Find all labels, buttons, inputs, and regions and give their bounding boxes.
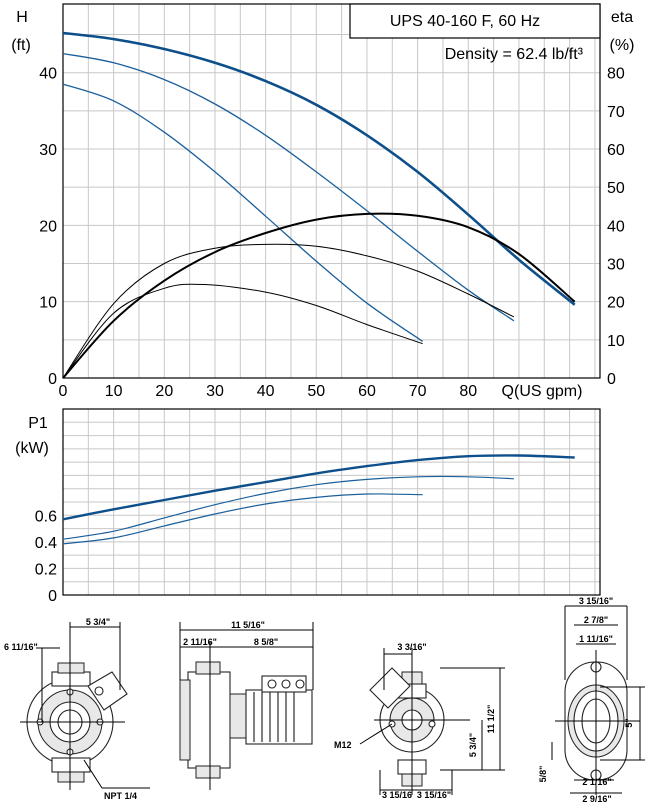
x-tick-label: 70: [409, 383, 427, 400]
q-axis-label: Q(US gpm): [502, 383, 583, 400]
h-tick-label: 20: [39, 218, 57, 235]
power-chart-series: [62, 454, 575, 545]
flange-small-dim: 5/8": [538, 766, 548, 783]
x-tick-label: 10: [105, 383, 123, 400]
x-tick-label: 20: [155, 383, 173, 400]
eta-tick-label: 80: [607, 66, 625, 83]
x-tick-label: 50: [307, 383, 325, 400]
flange-b1-dim: 2 1/16": [582, 777, 611, 787]
efficiency-curve-4: [62, 243, 515, 379]
eta-tick-label: 10: [607, 333, 625, 350]
eta-tick-label: 0: [607, 371, 616, 388]
side-view-drawing: 11 5/16" 2 11/16" 8 5/8": [179, 620, 314, 790]
x-tick-label: 60: [358, 383, 376, 400]
x-tick-label: 0: [59, 383, 68, 400]
power-chart-grid: [63, 409, 600, 595]
end-bottom-right-dim: 3 15/16": [417, 790, 451, 800]
flange-w2-dim: 2 7/8": [584, 615, 608, 625]
end-top-dim: 3 3/16": [397, 642, 426, 652]
eta-tick-label: 60: [607, 142, 625, 159]
p1-tick-label: 0.4: [35, 535, 57, 552]
eta-tick-label: 20: [607, 295, 625, 312]
end-bolt-dim: M12: [334, 740, 352, 750]
front-width-dim: 5 3/4": [86, 617, 110, 627]
eta-tick-label: 50: [607, 180, 625, 197]
power-curve-0: [62, 454, 575, 521]
head-chart-ticks: 0 10 20 30 40 50 60 70 80 0 10 20 30 40 0 10 20 30 40 50 60 7…: [39, 66, 625, 400]
h-tick-label: 40: [39, 66, 57, 83]
title-box: [349, 3, 601, 39]
eta-axis-symbol: eta: [611, 9, 633, 26]
p1-tick-label: 0.2: [35, 561, 57, 578]
x-tick-label: 30: [206, 383, 224, 400]
x-tick-label: 80: [459, 383, 477, 400]
flange-b2-dim: 2 9/16": [582, 794, 611, 804]
power-chart-ticks: 0 0.2 0.4 0.6: [35, 508, 57, 605]
x-tick-label: 40: [257, 383, 275, 400]
eta-tick-label: 70: [607, 104, 625, 121]
p1-tick-label: 0.6: [35, 508, 57, 525]
front-view-drawing: 5 3/4" 6 11/16" NPT 1/4: [4, 617, 150, 801]
eta-axis-unit: (%): [610, 37, 635, 54]
side-total-dim: 11 5/16": [231, 620, 265, 630]
power-chart-frame: [62, 408, 601, 596]
side-right-dim: 8 5/8": [254, 637, 278, 647]
front-height-dim: 6 11/16": [4, 642, 38, 652]
h-tick-label: 0: [48, 371, 57, 388]
h-axis-unit: (ft): [11, 37, 31, 54]
power-chart: P1 (kW) 0 0.2 0.4 0.6: [15, 408, 601, 605]
head-chart-series: [62, 31, 576, 379]
head-curve-0: [62, 31, 576, 306]
flange-view-drawing: 3 15/16" 2 7/8" 1 11/16" 5" 5/8" 2 1/16"…: [538, 596, 645, 804]
head-chart-frame: [62, 3, 601, 379]
dimension-drawings: 5 3/4" 6 11/16" NPT 1/4: [4, 596, 645, 804]
power-curve-1: [62, 475, 514, 540]
end-height-dim: 11 1/2": [486, 705, 496, 734]
flange-w1-dim: 3 15/16": [579, 596, 613, 606]
side-left-dim: 2 11/16": [183, 637, 217, 647]
power-curve-2: [62, 493, 423, 545]
efficiency-curve-5: [62, 283, 423, 379]
h-tick-label: 30: [39, 142, 57, 159]
chart-title: UPS 40-160 F, 60 Hz: [390, 13, 540, 30]
eta-tick-label: 30: [607, 257, 625, 274]
h-tick-label: 10: [39, 295, 57, 312]
p1-tick-label: 0: [48, 588, 57, 605]
p1-axis-unit: (kW): [15, 440, 49, 457]
head-curve-2: [62, 83, 424, 342]
front-thread-dim: NPT 1/4: [104, 791, 137, 801]
flange-w3-dim: 1 11/16": [579, 634, 613, 644]
eta-tick-label: 40: [607, 218, 625, 235]
flange-height-dim: 5": [624, 718, 634, 727]
end-view-drawing: 3 3/16" 11 1/2" 5 3/4" M12 3 15/16 3 15/…: [334, 642, 505, 800]
end-half-dim: 5 3/4": [468, 733, 478, 757]
p1-axis-symbol: P1: [28, 415, 48, 432]
head-efficiency-chart: UPS 40-160 F, 60 Hz Density = 62.4 lb/ft…: [11, 3, 635, 400]
density-label: Density = 62.4 lb/ft³: [445, 46, 584, 63]
head-curve-1: [62, 52, 515, 322]
end-bottom-left-dim: 3 15/16: [382, 790, 412, 800]
h-axis-symbol: H: [16, 9, 28, 26]
